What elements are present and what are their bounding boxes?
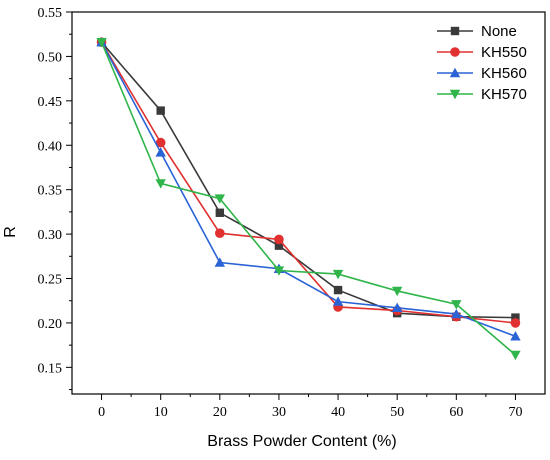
x-tick-label: 50: [390, 405, 404, 420]
data-point-kh560: [214, 257, 226, 267]
data-point-kh560: [510, 331, 521, 341]
y-tick-label: 0.50: [38, 50, 63, 65]
data-point-kh550: [510, 318, 521, 328]
plot-frame: [71, 11, 546, 395]
data-point-kh570: [155, 179, 166, 189]
x-tick-label: 0: [98, 405, 105, 420]
x-tick-label: 60: [449, 405, 463, 420]
data-point-none: [156, 106, 165, 115]
data-point-kh570: [332, 269, 344, 280]
legend-label-kh570: KH570: [481, 86, 527, 103]
legend-marker-kh560: [449, 67, 461, 78]
y-tick-label: 0.30: [38, 228, 63, 243]
series-line-kh560: [100, 41, 516, 338]
x-tick-label: 70: [508, 405, 522, 420]
x-tick-label: 20: [213, 405, 227, 420]
y-tick-label: 0.35: [38, 184, 63, 199]
data-point-kh570: [96, 38, 107, 48]
x-tick-label: 10: [154, 405, 168, 420]
data-point-kh570: [273, 266, 285, 276]
y-axis-title: R: [2, 226, 19, 238]
legend-label-kh560: KH560: [481, 65, 527, 82]
data-point-kh560: [332, 296, 344, 306]
legend-marker-none: [450, 26, 460, 36]
data-point-kh570: [214, 194, 226, 204]
y-tick-label: 0.55: [38, 6, 63, 21]
legend: None KH550 KH560 KH570: [437, 23, 527, 103]
series-kh560: [96, 37, 521, 341]
data-point-kh560: [155, 147, 166, 157]
y-tick-label: 0.20: [38, 317, 63, 332]
data-point-kh570: [391, 286, 403, 297]
legend-item-kh550: KH550: [437, 44, 527, 61]
legend-label-none: None: [481, 23, 517, 40]
x-tick-label: 30: [272, 405, 286, 420]
data-point-kh550: [274, 234, 284, 245]
series-group: [96, 37, 521, 361]
data-point-none: [333, 285, 343, 295]
series-line-kh550: [100, 41, 516, 324]
data-point-none: [215, 208, 225, 217]
legend-item-kh560: KH560: [437, 65, 527, 82]
series-line-kh570: [100, 41, 516, 356]
x-axis-title: Brass Powder Content (%): [207, 433, 396, 450]
data-point-none: [511, 313, 520, 322]
legend-label-kh550: KH550: [481, 44, 527, 61]
data-point-kh550: [215, 228, 225, 239]
y-tick-label: 0.40: [38, 139, 63, 154]
series-kh570: [96, 38, 521, 361]
data-point-kh570: [451, 300, 462, 310]
y-tick-label: 0.15: [38, 361, 63, 376]
x-tick-label: 40: [331, 405, 345, 420]
data-point-kh560: [451, 308, 462, 319]
legend-item-kh570: KH570: [437, 86, 527, 103]
data-point-none: [274, 241, 284, 250]
data-point-kh550: [155, 137, 166, 148]
y-tick-label: 0.45: [38, 95, 63, 110]
axis-ticks: 0 10 20 30 40 50 60 70 0.15 0.20 0.25 0.30 0.35 0.40 0…: [38, 6, 523, 420]
legend-marker-kh570: [449, 89, 461, 100]
y-tick-label: 0.25: [38, 273, 63, 288]
legend-marker-kh550: [450, 47, 460, 57]
plot-border: [71, 11, 546, 395]
data-point-kh560: [391, 302, 403, 313]
data-point-kh570: [510, 350, 521, 361]
legend-item-none: None: [437, 23, 517, 40]
